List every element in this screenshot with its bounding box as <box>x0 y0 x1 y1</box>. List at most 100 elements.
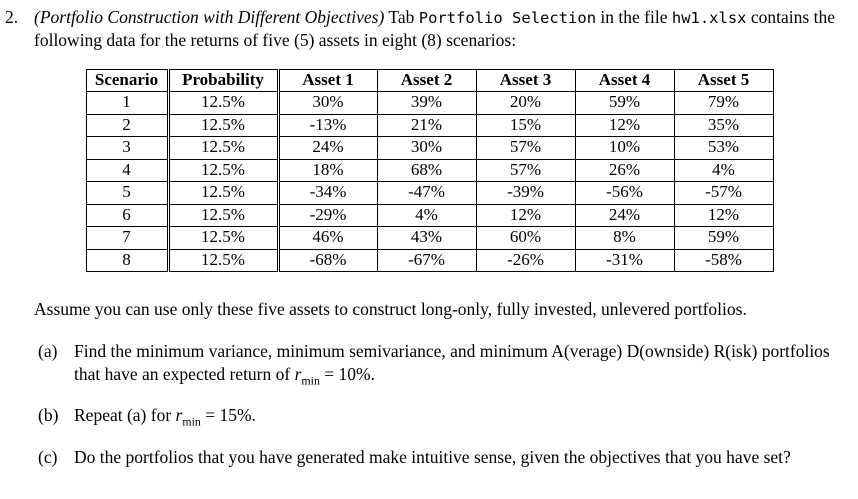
tab-name-code: Portfolio Selection <box>418 9 597 27</box>
part-a-text: Find the minimum variance, minimum semiv… <box>74 340 854 386</box>
table-cell: 68% <box>376 158 477 182</box>
table-cell: 57% <box>475 136 576 160</box>
part-a: (a) Find the minimum variance, minimum s… <box>5 340 854 386</box>
table-cell: 12.5% <box>166 113 279 137</box>
part-c: (c) Do the portfolios that you have gene… <box>5 446 854 469</box>
problem-number: 2. <box>5 7 19 27</box>
table-cell: -58% <box>673 248 774 272</box>
problem-statement: 2. (Portfolio Construction with Differen… <box>5 6 854 52</box>
table-cell: 3 <box>85 136 169 160</box>
column-header: Asset 1 <box>276 68 378 92</box>
table-cell: 53% <box>673 136 774 160</box>
rmin-symbol: r <box>294 363 302 384</box>
table-cell: 12% <box>475 203 576 227</box>
problem-title: (Portfolio Construction with Different O… <box>34 7 385 27</box>
rmin-subscript: min <box>301 373 320 387</box>
table-cell: 24% <box>276 136 378 160</box>
table-cell: 4 <box>85 158 169 182</box>
table-cell: 5 <box>85 181 169 205</box>
table-cell: -47% <box>376 181 477 205</box>
table-body: 1 12.5% 30% 39% 20% 59% 79% 2 12.5% -13% 21% 15% 12%… <box>85 91 774 272</box>
table-cell: 26% <box>574 158 675 182</box>
table-cell: 43% <box>376 226 477 250</box>
table-cell: 12% <box>673 203 774 227</box>
part-b-text: Repeat (a) for rmin = 15%. <box>74 404 854 427</box>
table-row: 6 12.5% -29% 4% 12% 24% 12% <box>85 203 774 227</box>
table-row: 2 12.5% -13% 21% 15% 12% 35% <box>85 113 774 137</box>
table-cell: -39% <box>475 181 576 205</box>
column-header: Probability <box>166 68 279 92</box>
table-cell: 24% <box>574 203 675 227</box>
part-a-value: = 10%. <box>324 363 375 384</box>
part-a-text-main: Find the minimum variance, minimum semiv… <box>74 340 830 384</box>
table-cell: 12.5% <box>166 203 279 227</box>
table-cell: -13% <box>276 113 378 137</box>
table-cell: -68% <box>276 248 378 272</box>
column-header: Asset 3 <box>475 68 576 92</box>
table-cell: 12.5% <box>166 136 279 160</box>
table-cell: 20% <box>475 91 576 115</box>
part-b-value: = 15%. <box>205 405 256 426</box>
problem-intro-paragraph: (Portfolio Construction with Different O… <box>34 6 854 52</box>
table-cell: 12.5% <box>166 248 279 272</box>
table-cell: -31% <box>574 248 675 272</box>
table-cell: 12.5% <box>166 226 279 250</box>
table-cell: 12.5% <box>166 91 279 115</box>
table-cell: 30% <box>276 91 378 115</box>
table-cell: 79% <box>673 91 774 115</box>
table-cell: -29% <box>276 203 378 227</box>
part-b-text-main: Repeat (a) for <box>74 405 172 426</box>
table-row: 7 12.5% 46% 43% 60% 8% 59% <box>85 226 774 250</box>
table-cell: 21% <box>376 113 477 137</box>
part-b-label: (b) <box>38 405 59 426</box>
table-cell: 15% <box>475 113 576 137</box>
table-cell: 39% <box>376 91 477 115</box>
column-header: Scenario <box>85 68 169 92</box>
table-cell: 59% <box>574 91 675 115</box>
table-cell: 4% <box>376 203 477 227</box>
table-cell: 12.5% <box>166 181 279 205</box>
part-c-label: (c) <box>38 447 58 467</box>
table-cell: 18% <box>276 158 378 182</box>
table-cell: 10% <box>574 136 675 160</box>
table-cell: 59% <box>673 226 774 250</box>
table-cell: 7 <box>85 226 169 250</box>
table-cell: 30% <box>376 136 477 160</box>
table-row: 1 12.5% 30% 39% 20% 59% 79% <box>85 91 774 115</box>
table-cell: 6 <box>85 203 169 227</box>
column-header: Asset 4 <box>574 68 675 92</box>
intro-continuation: contains the following data for the retu… <box>34 7 835 50</box>
file-intro-text: in the file <box>600 7 668 27</box>
table-row: 5 12.5% -34% -47% -39% -56% -57% <box>85 181 774 205</box>
table-cell: 8 <box>85 248 169 272</box>
scenario-table: Scenario Probability Asset 1 Asset 2 Asset 3… <box>85 68 774 273</box>
column-header: Asset 5 <box>673 68 774 92</box>
part-a-label: (a) <box>38 340 58 361</box>
table-cell: -67% <box>376 248 477 272</box>
table-row: 8 12.5% -68% -67% -26% -31% -58% <box>85 248 774 272</box>
table-head-row: Scenario Probability Asset 1 Asset 2 Asset 3… <box>85 68 774 92</box>
table-cell: -56% <box>574 181 675 205</box>
table-cell: 46% <box>276 226 378 250</box>
table-cell: -26% <box>475 248 576 272</box>
table-cell: 4% <box>673 158 774 182</box>
table-cell: 2 <box>85 113 169 137</box>
table-cell: 57% <box>475 158 576 182</box>
table-cell: 12.5% <box>166 158 279 182</box>
table-cell: 8% <box>574 226 675 250</box>
assumption-paragraph: Assume you can use only these five asset… <box>34 299 747 319</box>
table-cell: -34% <box>276 181 378 205</box>
table-cell: 1 <box>85 91 169 115</box>
table-row: 4 12.5% 18% 68% 57% 26% 4% <box>85 158 774 182</box>
table-cell: 35% <box>673 113 774 137</box>
table-cell: -57% <box>673 181 774 205</box>
tab-word: Tab <box>388 7 415 27</box>
column-header: Asset 2 <box>376 68 477 92</box>
part-b: (b) Repeat (a) for rmin = 15%. <box>5 404 854 427</box>
rmin-subscript: min <box>182 414 201 429</box>
file-name-code: hw1.xlsx <box>671 9 747 27</box>
table-cell: 12% <box>574 113 675 137</box>
table-cell: 60% <box>475 226 576 250</box>
table-row: 3 12.5% 24% 30% 57% 10% 53% <box>85 136 774 160</box>
